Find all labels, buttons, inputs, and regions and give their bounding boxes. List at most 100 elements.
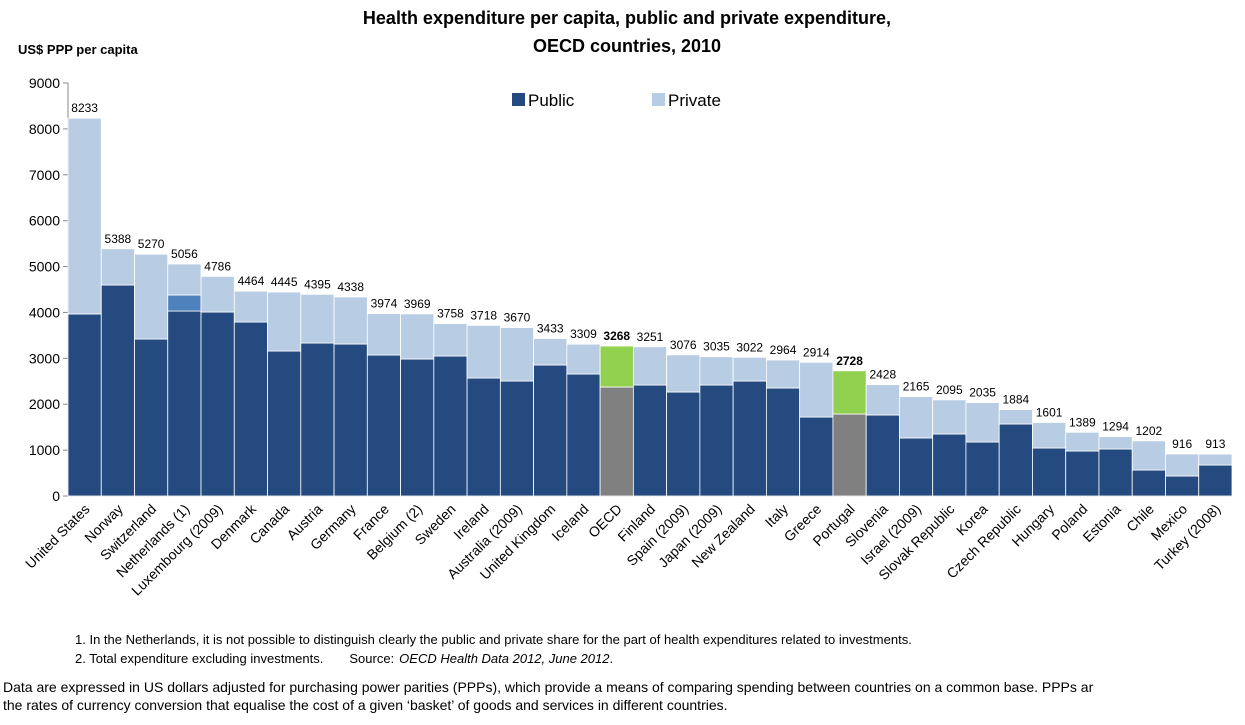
bar-segment — [732, 356, 767, 382]
y-tick-label: 3000 — [29, 350, 60, 366]
legend-label: Public — [528, 91, 575, 110]
bar-segment — [965, 441, 1000, 497]
total-label: 3035 — [703, 340, 730, 354]
bar-segment — [965, 402, 1000, 443]
bar-segment — [566, 343, 601, 375]
total-label: 2728 — [836, 354, 863, 368]
bar-segment — [766, 359, 801, 389]
total-label: 4395 — [304, 277, 331, 291]
bar-segment — [666, 391, 701, 497]
bar-segment — [865, 384, 900, 416]
legend-swatch — [512, 93, 525, 106]
bar-segment — [134, 338, 169, 497]
bar-segment — [1032, 422, 1067, 449]
y-tick-label: 8000 — [29, 121, 60, 137]
bar-segment — [1098, 436, 1133, 450]
bar-segment — [267, 350, 302, 497]
total-label: 2914 — [803, 345, 830, 359]
bar-segment — [1131, 469, 1166, 497]
bar-segment — [333, 343, 368, 497]
total-label: 1389 — [1069, 415, 1096, 429]
total-label: 1202 — [1136, 424, 1163, 438]
bar-segment — [499, 380, 535, 497]
total-label: 3974 — [371, 297, 398, 311]
bar-segment — [333, 296, 368, 345]
bar-segment — [1065, 431, 1100, 452]
y-tick-label: 7000 — [29, 167, 60, 183]
total-label: 4464 — [238, 274, 265, 288]
y-tick-label: 5000 — [29, 259, 60, 275]
bar-segment — [1065, 450, 1100, 497]
bar-segment — [300, 293, 335, 344]
description: the rates of currency conversion that eq… — [3, 697, 728, 713]
bar-segment — [632, 384, 668, 497]
total-label: 3670 — [504, 311, 531, 325]
bar-segment — [1165, 475, 1200, 497]
total-label: 1884 — [1002, 393, 1029, 407]
legend-swatch — [652, 93, 665, 106]
bar-segment — [899, 437, 934, 497]
bar-segment — [366, 354, 401, 497]
total-label: 3022 — [736, 340, 763, 354]
bar-segment — [167, 263, 202, 296]
bar-segment — [699, 384, 734, 497]
total-label: 913 — [1205, 437, 1225, 451]
bar-segment — [998, 423, 1033, 497]
bar-segment — [799, 416, 834, 497]
y-tick-label: 2000 — [29, 396, 60, 412]
total-label: 4786 — [204, 259, 231, 273]
bar-segment — [998, 409, 1033, 425]
bar-segment — [1131, 440, 1166, 471]
total-label: 4445 — [271, 275, 298, 289]
bar-segment — [67, 117, 102, 315]
bar-segment — [167, 294, 202, 312]
total-label: 5388 — [105, 232, 132, 246]
description: Data are expressed in US dollars adjuste… — [3, 679, 1094, 695]
total-label: 2428 — [869, 368, 896, 382]
y-tick-label: 0 — [52, 488, 60, 504]
total-label: 3969 — [404, 297, 431, 311]
footnote-part: OECD Health Data 2012, June 2012 — [399, 651, 610, 666]
total-label: 1294 — [1102, 420, 1129, 434]
legend-label: Private — [668, 91, 721, 110]
total-label: 5270 — [138, 237, 165, 251]
total-label: 3268 — [603, 329, 630, 343]
footnote-part: . — [609, 651, 613, 666]
total-label: 2095 — [936, 383, 963, 397]
total-label: 3251 — [637, 330, 664, 344]
footnote-part: Source: — [349, 651, 394, 666]
total-label: 3758 — [437, 307, 464, 321]
bar-segment — [1032, 447, 1067, 497]
bar-segment — [400, 313, 435, 360]
bar-segment — [865, 414, 900, 497]
y-tick-label: 4000 — [29, 304, 60, 320]
bar-segment — [134, 253, 169, 340]
total-label: 8233 — [71, 101, 98, 115]
bar-segment — [433, 323, 468, 357]
total-label: 916 — [1172, 437, 1192, 451]
bar-segment — [699, 356, 734, 386]
bar-segment — [666, 354, 701, 393]
bar-segment — [899, 396, 934, 439]
x-tick-label: Iceland — [548, 501, 591, 544]
total-label: 2964 — [770, 343, 797, 357]
total-label: 3433 — [537, 321, 564, 335]
bar-segment — [932, 399, 967, 435]
bar-segment — [599, 345, 634, 388]
y-tick-label: 9000 — [29, 75, 60, 91]
bar-segment — [932, 433, 967, 497]
bar-segment — [200, 275, 235, 313]
x-tick-label: Estonia — [1079, 501, 1123, 545]
footnote-part: 2. Total expenditure excluding investmen… — [75, 651, 323, 666]
total-label: 3076 — [670, 338, 697, 352]
bar-segment — [632, 346, 668, 386]
bar-segment — [366, 313, 401, 356]
bar-segment — [1198, 453, 1233, 466]
bar-segment — [832, 413, 867, 497]
total-label: 3309 — [570, 327, 597, 341]
bar-segment — [766, 387, 801, 497]
bar-segment — [466, 324, 501, 379]
bar-segment — [499, 327, 535, 382]
bar-segment — [1165, 453, 1200, 477]
